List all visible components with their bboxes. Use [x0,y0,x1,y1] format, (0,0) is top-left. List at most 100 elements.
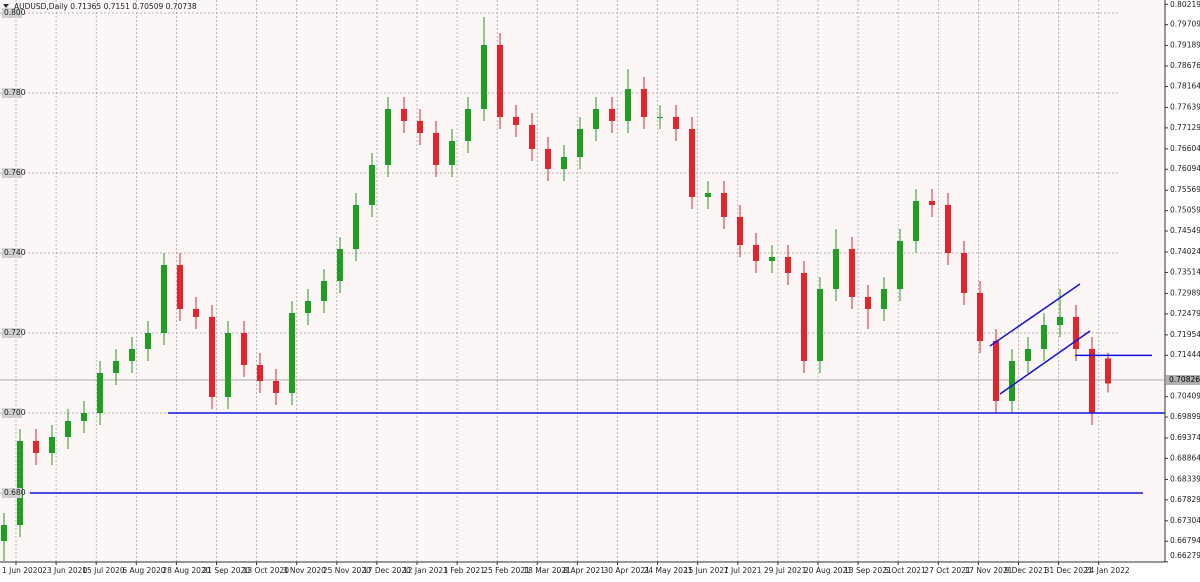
candle-body [33,441,39,453]
x-tick-label: 20 Aug 2021 [804,566,852,575]
candle-body [513,117,519,125]
candle-body [913,201,919,241]
y-tick-label: 0.72989 [1170,288,1200,297]
x-tick-label: 9 Dec 2021 [1005,566,1048,575]
candle-body [801,273,807,361]
candle-body [1025,349,1031,361]
candle-body [673,117,679,129]
candle-body [529,125,535,149]
candle-body [209,317,215,397]
candle-body [769,257,775,261]
x-tick-label: 18 Mar 2021 [523,566,571,575]
candle-body [433,133,439,165]
candle-body [321,281,327,301]
candle-body [737,217,743,245]
candle-body [881,289,887,309]
y-tick-label: 0.75569 [1170,185,1200,194]
candle-body [241,333,247,365]
trend-line [989,283,1081,347]
x-tick-label: 17 Dec 2020 [363,566,411,575]
header-arrow [3,4,9,8]
y-tick-label: 0.76604 [1170,144,1200,153]
candle-body [1057,317,1063,325]
x-tick-label: 15 Jul 2020 [82,566,125,575]
y-tick-label: 0.69374 [1170,433,1200,442]
y-tick-label: 0.70409 [1170,392,1200,401]
current-price-bg [1166,374,1200,385]
ohlc-open: 0.71365 [70,2,101,11]
y-tick-label: 0.73514 [1170,267,1200,276]
x-tick-label: 13 Sep 2021 [844,566,892,575]
candle-body [977,293,983,341]
candle-body [1041,325,1047,349]
candle-body [657,117,663,118]
y-tick-label: 0.71444 [1170,350,1200,359]
candle-body [113,361,119,373]
level-label-bg [2,488,22,498]
level-label-bg [2,408,22,418]
y-tick-label: 0.76094 [1170,164,1200,173]
x-tick-label: 1 Jun 2020 [2,566,43,575]
candle-body [353,205,359,249]
candle-body [545,149,551,169]
y-tick-label: 0.72479 [1170,309,1200,318]
current-price-label: 0.70826 [1169,375,1200,384]
candle-body [1009,361,1015,401]
symbol: AUDUSD,Daily [14,2,68,11]
candle-body [145,333,151,349]
y-tick-label: 0.67829 [1170,495,1200,504]
x-tick-label: 25 Nov 2020 [323,566,371,575]
candle-body [449,141,455,165]
level-label: 0.680 [4,488,26,497]
header: AUDUSD,Daily 0.71365 0.7151 0.70509 0.70… [14,2,197,11]
candle-body [193,309,199,317]
x-tick-label: 7 Jul 2021 [724,566,762,575]
candle-body [1089,349,1095,413]
candle-body [945,205,951,253]
x-tick-label: 31 Dec 2021 [1045,566,1093,575]
x-tick-label: 24 May 2021 [644,566,693,575]
candle-body [369,165,375,205]
candle-body [753,245,759,261]
candle-body [273,381,279,393]
candle-body [497,45,503,117]
candle-body [705,193,711,197]
bottom-axis-bg [0,562,1200,578]
candle-body [65,421,71,437]
level-label: 0.760 [4,168,26,177]
candle-body [961,253,967,293]
y-tick-label: 0.66279 [1170,551,1200,560]
x-tick-label: 6 Aug 2020 [122,566,165,575]
candle-body [849,249,855,297]
candle-body [993,341,999,401]
x-tick-label: 12 Jan 2021 [403,566,448,575]
x-tick-label: 23 Jun 2020 [42,566,87,575]
y-tick-label: 0.75059 [1170,206,1200,215]
level-label: 0.720 [4,328,26,337]
candle-body [481,45,487,109]
y-tick-label: 0.77639 [1170,102,1200,111]
y-tick-label: 0.68339 [1170,474,1200,483]
overlays [30,283,1200,494]
candle-body [833,249,839,289]
y-tick-label: 0.74024 [1170,247,1200,256]
level-label-bg [2,168,22,178]
candle-body [225,333,231,397]
x-tick-label: 27 Oct 2021 [924,566,971,575]
candles [1,17,1111,561]
y-tick-label: 0.68864 [1170,453,1200,462]
candle-body [305,301,311,313]
y-tick-label: 0.66794 [1170,536,1200,545]
x-tick-label: 3 Feb 2021 [443,566,485,575]
candle-body [385,109,391,165]
ohlc-high: 0.7151 [104,2,130,11]
candle-body [1,525,7,541]
y-tick-label: 0.79189 [1170,40,1200,49]
level-label: 0.780 [4,88,26,97]
x-tick-label: 28 Aug 2020 [162,566,210,575]
candle-body [337,249,343,281]
x-tick-label: 25 Feb 2021 [483,566,530,575]
candle-body [417,121,423,133]
